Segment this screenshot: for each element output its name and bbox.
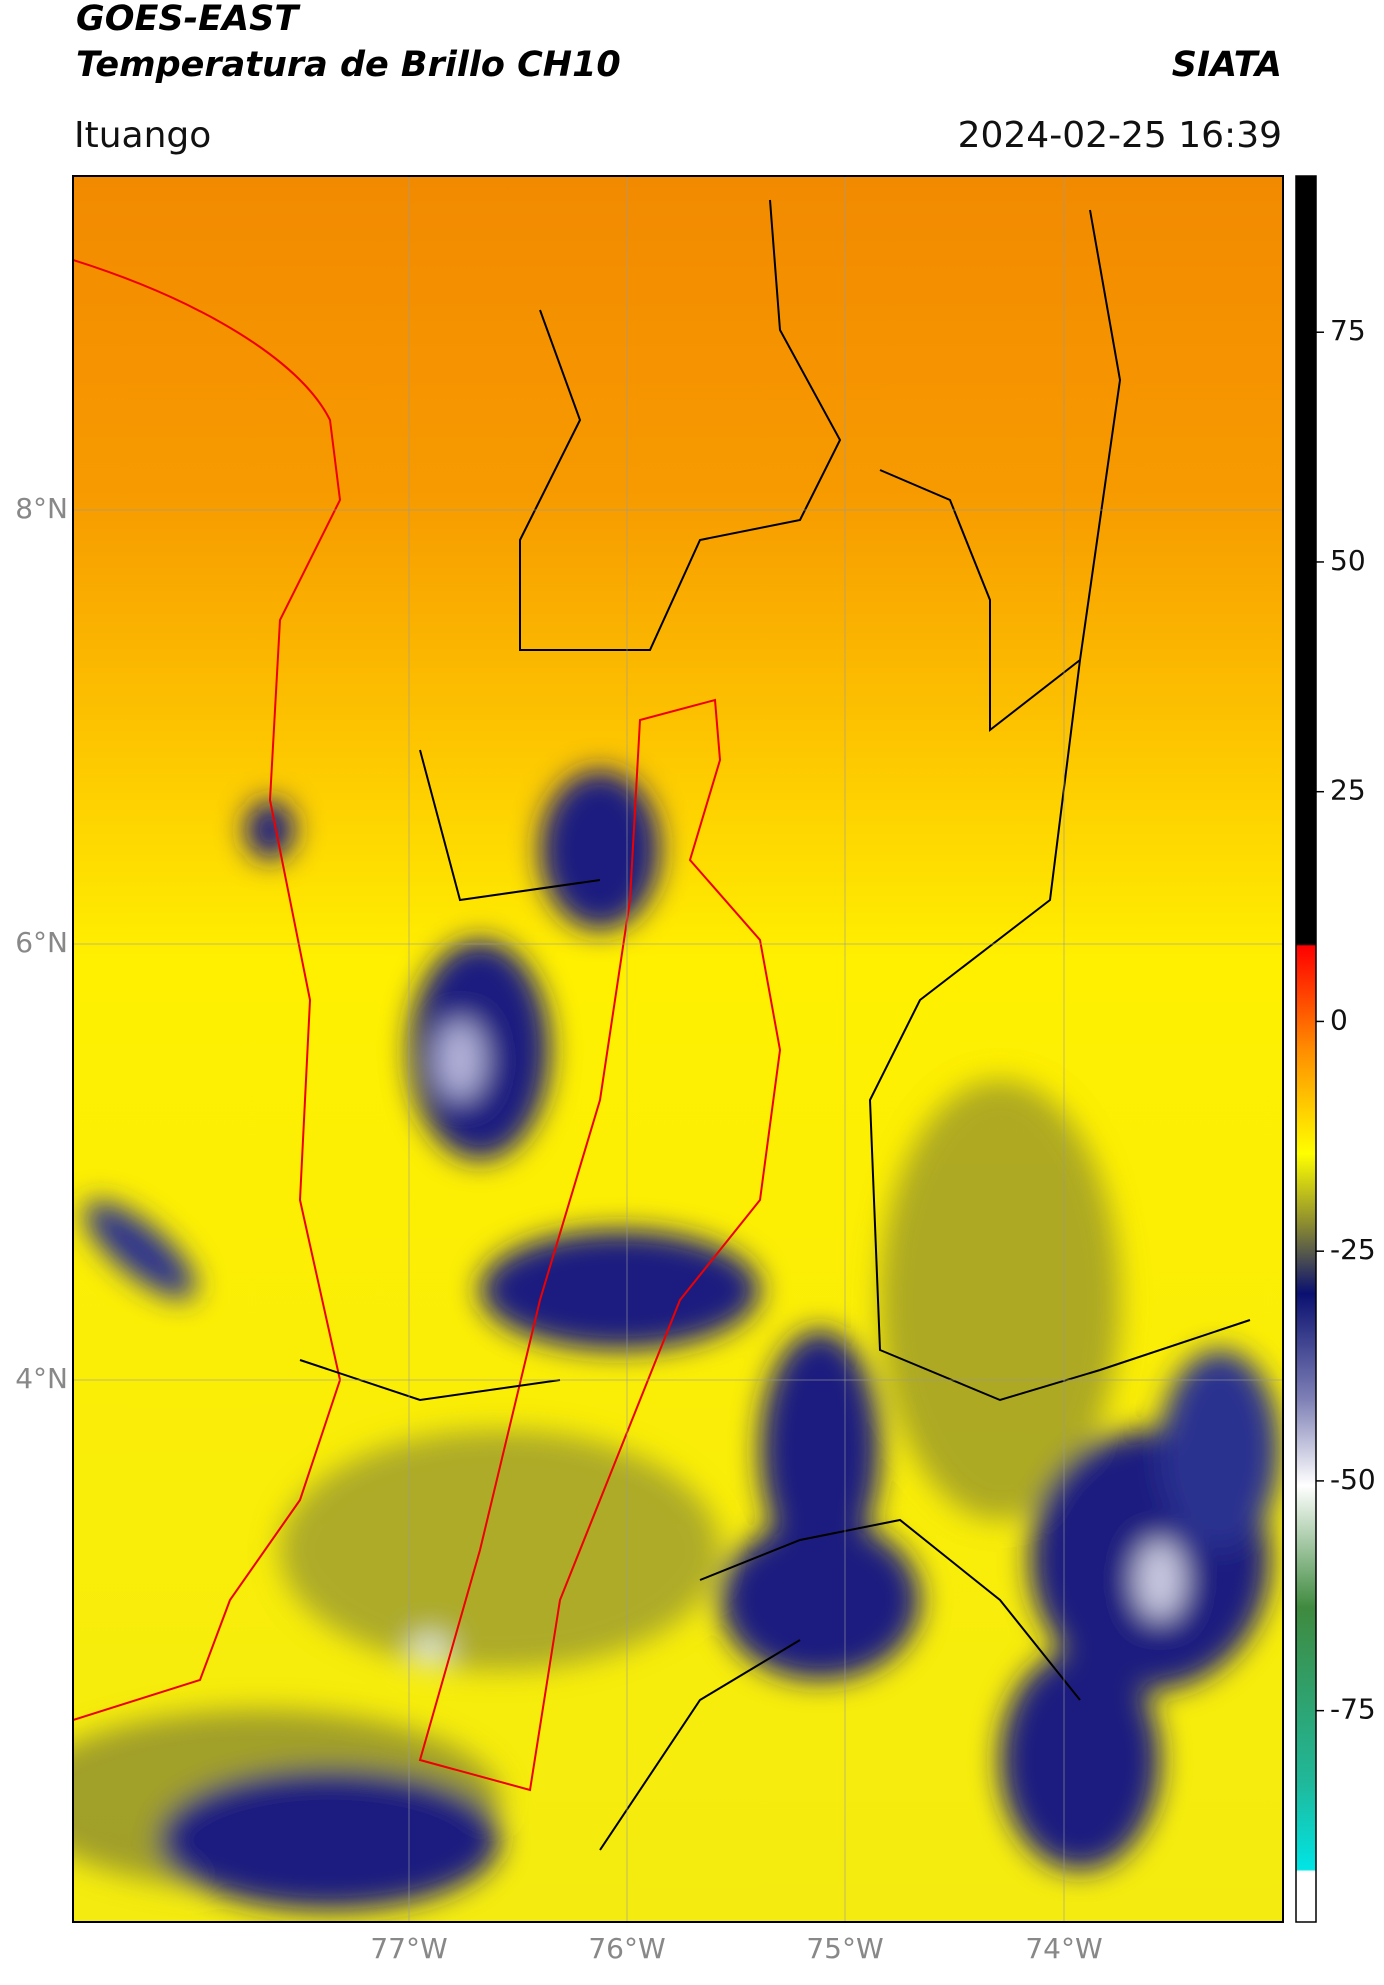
colorbar-tick-label: 0 bbox=[1330, 1003, 1348, 1036]
lon-label: 74°W bbox=[1025, 1932, 1102, 1965]
colorbar-tick-label: 50 bbox=[1330, 544, 1366, 577]
lon-label: 76°W bbox=[588, 1932, 665, 1965]
colorbar-tick-label: 25 bbox=[1330, 774, 1366, 807]
colorbar bbox=[1295, 175, 1317, 1923]
colorbar-tick-label: -75 bbox=[1330, 1693, 1376, 1726]
colorbar-tick-label: 75 bbox=[1330, 314, 1366, 347]
lat-label: 8°N bbox=[15, 492, 68, 525]
source: SIATA bbox=[1172, 45, 1282, 85]
lon-label: 77°W bbox=[370, 1932, 447, 1965]
coastline bbox=[73, 259, 342, 1721]
region: Ituango bbox=[74, 115, 211, 156]
borders bbox=[299, 199, 1251, 1851]
lat-label: 4°N bbox=[15, 1362, 68, 1395]
timestamp: 2024-02-25 16:39 bbox=[958, 115, 1282, 156]
colorbar-tick-label: -50 bbox=[1330, 1463, 1376, 1496]
lon-label: 75°W bbox=[806, 1932, 883, 1965]
colorbar-tick-label: -25 bbox=[1330, 1233, 1376, 1266]
graticule bbox=[73, 176, 1283, 1922]
map-frame bbox=[72, 175, 1284, 1923]
title: GOES-EAST bbox=[76, 0, 301, 39]
map bbox=[73, 176, 1283, 1922]
lat-label: 6°N bbox=[15, 926, 68, 959]
region-outline bbox=[418, 698, 782, 1792]
subtitle: Temperatura de Brillo CH10 bbox=[76, 45, 621, 85]
